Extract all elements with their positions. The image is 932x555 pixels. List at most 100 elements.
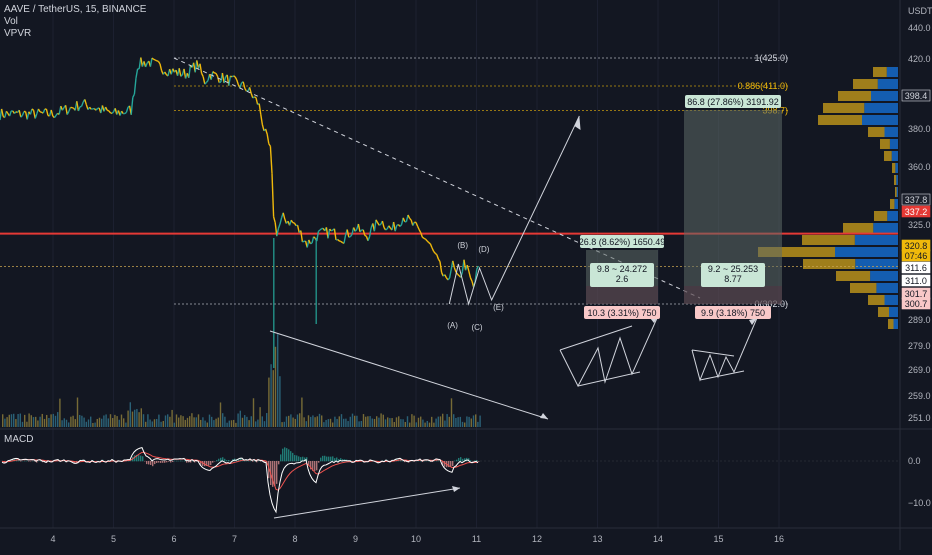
volume-bar [290, 414, 291, 427]
macd-histogram-bar [290, 451, 291, 461]
volume-bar [28, 413, 29, 427]
volume-bar [330, 419, 331, 427]
position-risk-label: 9.2 ~ 25.253 [708, 264, 758, 274]
price-axis-tick: 325.0 [908, 220, 931, 230]
vpvr-bar-up [835, 247, 898, 257]
time-axis-tick: 15 [713, 534, 723, 544]
volume-bar [297, 414, 298, 427]
volume-bar [222, 413, 223, 427]
volume-bar [308, 415, 309, 427]
volume-bar [229, 421, 230, 427]
volume-bar [479, 416, 480, 427]
volume-bar [301, 398, 302, 427]
volume-bar [416, 422, 417, 427]
vpvr-bar-down [888, 319, 894, 329]
symbol-title[interactable]: AAVE / TetherUS, 15, BINANCE [4, 4, 146, 16]
price-segment [254, 97, 256, 98]
volume-bar [468, 417, 469, 427]
position-target-zone [684, 110, 782, 286]
macd-histogram-bar [168, 461, 169, 462]
volume-bar [99, 418, 100, 427]
vpvr-bar-up [864, 103, 898, 113]
volume-bar [405, 422, 406, 427]
volume-bar [350, 417, 351, 427]
volume-bar [339, 416, 340, 427]
macd-indicator-label[interactable]: MACD [4, 434, 33, 445]
volume-bar [182, 416, 183, 427]
vpvr-bar-down [880, 139, 890, 149]
volume-bar [200, 420, 201, 427]
volume-bar [220, 402, 221, 427]
volume-bar [471, 418, 472, 427]
volume-bar [143, 414, 144, 427]
vpvr-bar-down [802, 235, 855, 245]
volume-bar [354, 416, 355, 427]
macd-histogram-bar [298, 456, 299, 461]
volume-bar [154, 419, 155, 427]
position-stop-zone [586, 286, 658, 304]
volume-bar [101, 419, 102, 427]
price-segment [365, 235, 367, 236]
macd-histogram-bar [276, 461, 277, 484]
vpvr-bar-up [894, 319, 899, 329]
macd-histogram-bar [150, 461, 151, 465]
macd-histogram-bar [288, 449, 289, 461]
macd-histogram-bar [466, 458, 467, 461]
volume-bar [266, 413, 267, 427]
macd-histogram-bar [274, 461, 275, 486]
volume-indicator-label[interactable]: Vol [4, 16, 146, 28]
volume-bar [457, 417, 458, 427]
macd-histogram-bar [258, 461, 259, 462]
time-axis-tick: 8 [292, 534, 297, 544]
vpvr-bar-up [887, 67, 898, 77]
volume-bar [341, 414, 342, 427]
volume-bar [171, 410, 172, 427]
volume-bar [152, 421, 153, 427]
macd-histogram-bar [454, 461, 455, 462]
macd-histogram-bar [26, 461, 27, 462]
volume-bar [442, 414, 443, 427]
volume-bar [431, 417, 432, 427]
volume-bar [398, 416, 399, 427]
volume-bar [108, 418, 109, 427]
volume-bar [334, 417, 335, 427]
volume-bar [35, 417, 36, 427]
macd-histogram-bar [212, 461, 213, 463]
vpvr-indicator-label[interactable]: VPVR [4, 28, 146, 40]
price-axis-tick: 251.0 [908, 413, 931, 423]
volume-bar [196, 417, 197, 427]
volume-bar [13, 414, 14, 427]
volume-bar [332, 422, 333, 427]
volume-bar [94, 423, 95, 427]
volume-bar [352, 414, 353, 427]
vpvr-bar-up [897, 187, 898, 197]
volume-bar [286, 416, 287, 427]
volume-bar [451, 398, 452, 427]
vpvr-bar-up [873, 223, 898, 233]
volume-bar [361, 421, 362, 427]
time-axis-tick: 9 [353, 534, 358, 544]
volume-bar [380, 413, 381, 427]
volume-bar [299, 413, 300, 427]
volume-bar [411, 414, 412, 427]
vpvr-bar-down [884, 151, 892, 161]
volume-bar [17, 414, 18, 427]
volume-bar [20, 414, 21, 427]
macd-histogram-bar [164, 461, 165, 463]
volume-bar [15, 419, 16, 427]
volume-bar [292, 418, 293, 427]
volume-bar [475, 414, 476, 427]
volume-bar [169, 417, 170, 427]
vpvr-bar-down [895, 187, 897, 197]
macd-histogram-bar [324, 456, 325, 462]
volume-bar [424, 423, 425, 427]
volume-bar [11, 414, 12, 427]
macd-histogram-bar [178, 461, 179, 462]
volume-bar [231, 420, 232, 427]
volume-bar [356, 416, 357, 427]
price-tag-label: 398.4 [905, 91, 928, 101]
volume-bar [141, 408, 142, 427]
price-segment [341, 241, 343, 242]
